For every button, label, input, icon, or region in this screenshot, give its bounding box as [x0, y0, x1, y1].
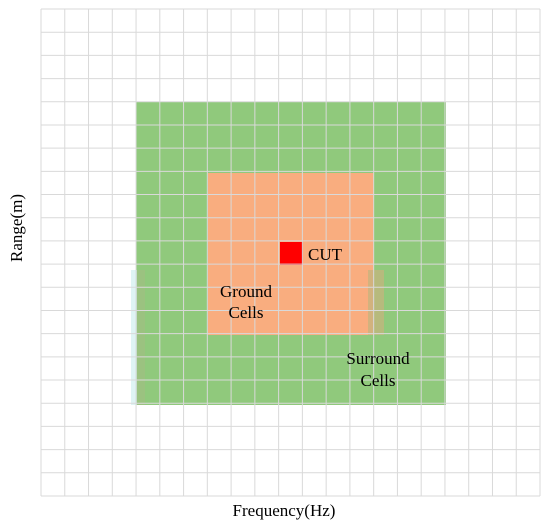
cell-under-test	[280, 242, 303, 265]
surround-cells-label-line1: Surround	[346, 349, 410, 368]
surround-edge-tint	[131, 270, 137, 405]
ground-edge-tint	[368, 270, 384, 335]
cut-label: CUT	[308, 245, 343, 264]
ground-cells-label-line1: Ground	[220, 282, 272, 301]
y-axis-label: Range(m)	[7, 194, 26, 262]
surround-edge-tint	[137, 270, 145, 405]
grid-lines	[40, 8, 541, 497]
surround-cells-label-line2: Cells	[361, 371, 396, 390]
ground-cells-label-line2: Cells	[229, 303, 264, 322]
x-axis-label: Frequency(Hz)	[233, 501, 336, 520]
